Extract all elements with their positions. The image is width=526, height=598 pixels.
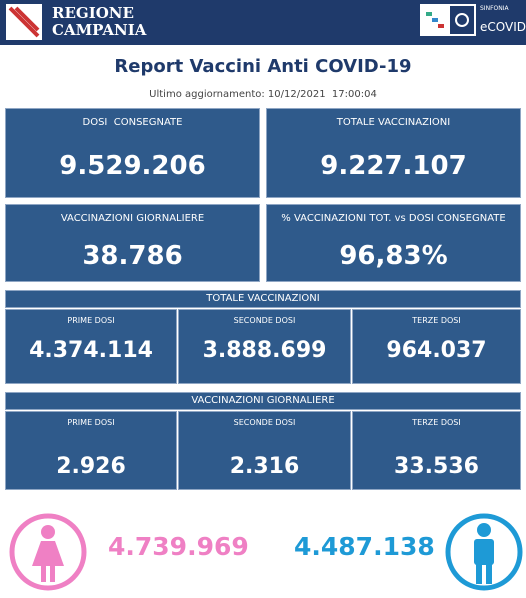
male-icon	[445, 513, 523, 591]
kpi-label: TOTALE VACCINAZIONI	[336, 117, 451, 128]
stat-label: TERZE DOSI	[412, 316, 461, 325]
kpi-value: 96,83%	[339, 241, 448, 271]
partner-name: eCOVID	[480, 20, 526, 34]
kpi-value: 38.786	[82, 241, 183, 271]
header-bar: REGIONE CAMPANIA SINFONIA eCOVID	[0, 0, 526, 45]
subtitle: Ultimo aggiornamento: 10/12/2021 17:00:0…	[149, 89, 377, 100]
stat-value: 2.926	[56, 454, 126, 479]
kpi-value: 9.529.206	[59, 151, 206, 181]
region-name: REGIONE CAMPANIA	[52, 5, 146, 39]
kpi-box: % VACCINAZIONI TOT. vs DOSI CONSEGNATE 9…	[266, 204, 521, 282]
female-total: 4.739.969	[108, 532, 249, 561]
stat-box: TERZE DOSI 33.536	[352, 411, 521, 490]
kpi-label: DOSI CONSEGNATE	[82, 117, 183, 128]
stat-value: 33.536	[394, 454, 479, 479]
stat-value: 3.888.699	[202, 338, 327, 363]
stat-box: TERZE DOSI 964.037	[352, 309, 521, 384]
stat-value: 2.316	[229, 454, 300, 479]
kpi-box: VACCINAZIONI GIORNALIERE 38.786	[5, 204, 260, 282]
stat-value: 4.374.114	[29, 338, 153, 363]
stat-box: SECONDE DOSI 2.316	[178, 411, 351, 490]
stat-box: PRIME DOSI 2.926	[5, 411, 177, 490]
kpi-box: DOSI CONSEGNATE 9.529.206	[5, 108, 260, 198]
stat-label: PRIME DOSI	[67, 316, 115, 325]
section-title: VACCINAZIONI GIORNALIERE	[5, 392, 521, 410]
region-line: CAMPANIA	[52, 21, 147, 39]
male-total: 4.487.138	[294, 532, 435, 561]
kpi-box: TOTALE VACCINAZIONI 9.227.107	[266, 108, 521, 198]
kpi-label: % VACCINAZIONI TOT. vs DOSI CONSEGNATE	[281, 213, 506, 224]
title: Report Vaccini Anti COVID-19	[114, 56, 412, 77]
kpi-value: 9.227.107	[320, 151, 467, 181]
region-line: REGIONE	[52, 4, 134, 22]
kpi-label: VACCINAZIONI GIORNALIERE	[60, 213, 205, 224]
stat-label: TERZE DOSI	[412, 418, 461, 427]
section-title: TOTALE VACCINAZIONI	[5, 290, 521, 308]
partner-logo	[420, 4, 476, 36]
partner-small: SINFONIA	[480, 5, 509, 12]
stat-label: SECONDE DOSI	[233, 418, 296, 427]
stat-label: SECONDE DOSI	[233, 316, 296, 325]
stat-label: PRIME DOSI	[67, 418, 115, 427]
stat-value: 964.037	[386, 338, 487, 363]
stat-box: SECONDE DOSI 3.888.699	[178, 309, 351, 384]
region-logo	[6, 4, 42, 40]
female-icon	[9, 513, 87, 591]
stat-box: PRIME DOSI 4.374.114	[5, 309, 177, 384]
